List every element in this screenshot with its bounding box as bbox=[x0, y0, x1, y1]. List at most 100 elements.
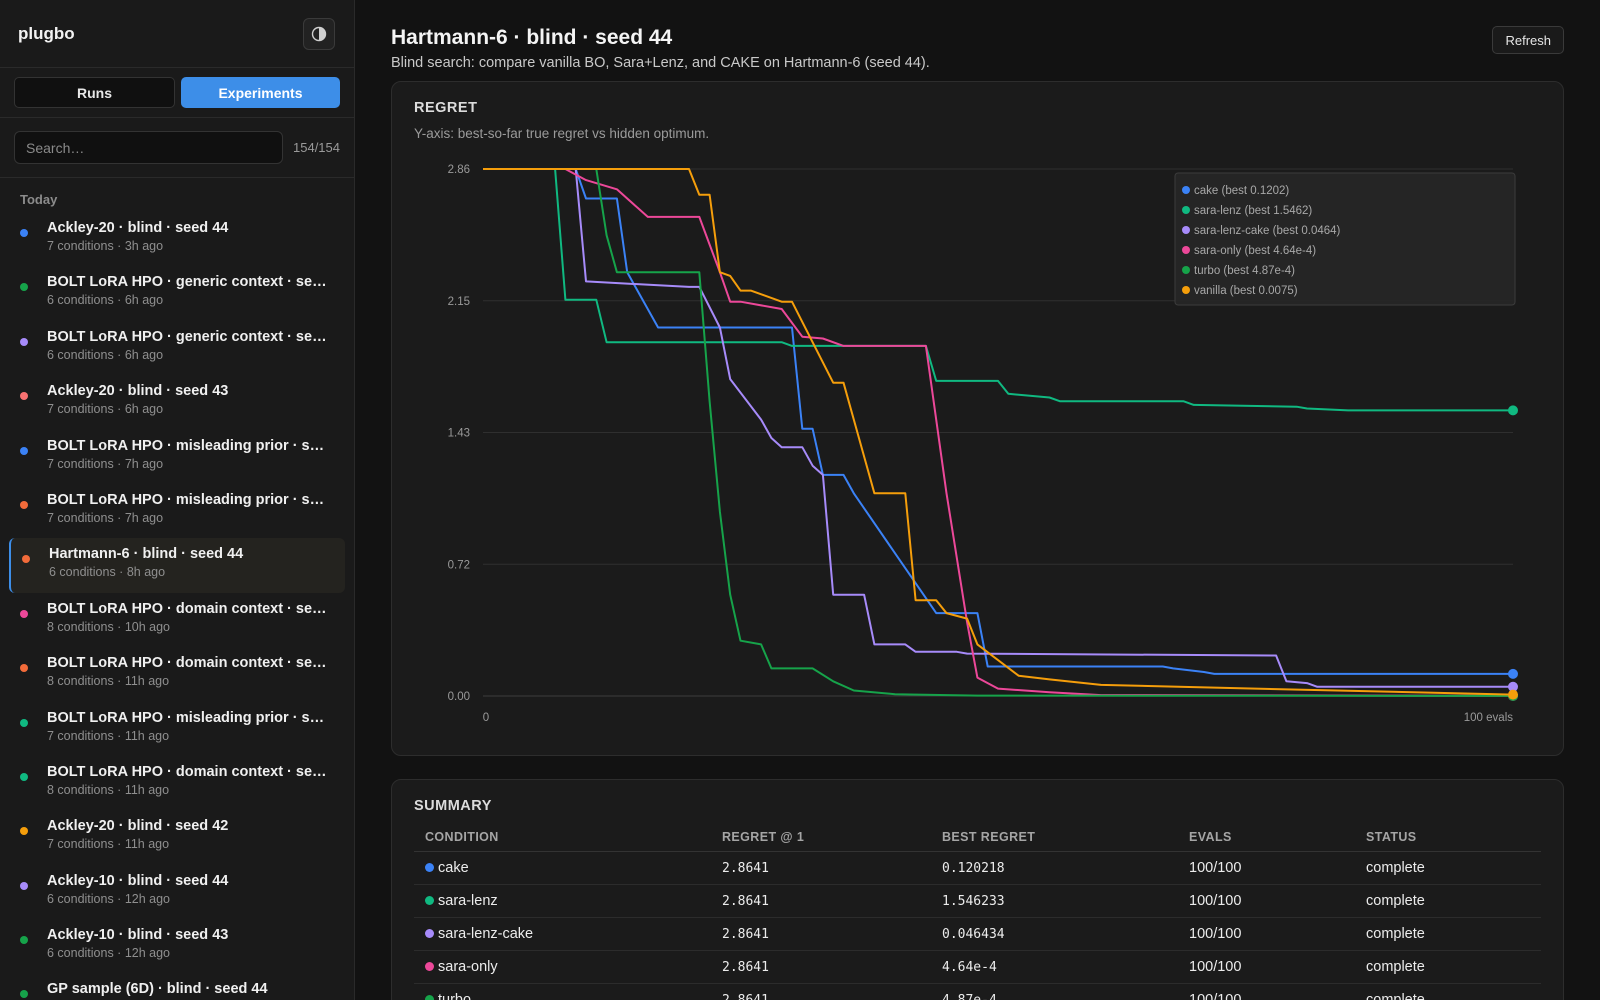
series-end-point bbox=[1508, 405, 1518, 416]
experiment-item[interactable]: Ackley-20 · blind · seed 43 7 conditions … bbox=[9, 375, 345, 429]
experiment-item[interactable]: BOLT LoRA HPO · misleading prior · seed … bbox=[9, 702, 345, 756]
summary-header-row: CONDITION REGRET @ 1 BEST REGRET EVALS S… bbox=[414, 830, 1541, 852]
experiment-list: Ackley-20 · blind · seed 44 7 conditions … bbox=[0, 212, 354, 1000]
condition-cell: sara-lenz bbox=[414, 884, 711, 918]
y-tick-label: 0.00 bbox=[448, 691, 470, 703]
experiment-title: BOLT LoRA HPO · domain context · seed ..… bbox=[47, 600, 331, 617]
legend-label: turbo (best 4.87e-4) bbox=[1194, 265, 1295, 277]
refresh-button[interactable]: Refresh bbox=[1492, 26, 1564, 54]
page-subtitle: Blind search: compare vanilla BO, Sara+L… bbox=[391, 55, 930, 71]
legend-label: cake (best 0.1202) bbox=[1194, 185, 1289, 197]
experiment-meta: 7 conditions · 7h ago bbox=[47, 456, 164, 471]
status-dot bbox=[20, 881, 28, 890]
status-cell: complete bbox=[1355, 917, 1541, 951]
y-tick-label: 2.15 bbox=[448, 296, 470, 308]
condition-name: sara-lenz bbox=[438, 893, 498, 909]
experiment-item[interactable]: BOLT LoRA HPO · domain context · seed ..… bbox=[9, 647, 345, 701]
experiment-title: Ackley-20 · blind · seed 43 bbox=[47, 383, 229, 400]
experiment-meta: 8 conditions · 10h ago bbox=[47, 619, 171, 634]
condition-cell: cake bbox=[414, 851, 711, 885]
experiment-item[interactable]: Ackley-20 · blind · seed 42 7 conditions … bbox=[9, 810, 345, 864]
series-line bbox=[483, 168, 1514, 696]
status-dot bbox=[22, 555, 30, 564]
series-line bbox=[483, 168, 1513, 688]
page-title: Hartmann-6 · blind · seed 44 bbox=[391, 26, 673, 49]
experiment-item[interactable]: BOLT LoRA HPO · generic context · seed .… bbox=[9, 266, 345, 320]
experiment-title: Ackley-10 · blind · seed 43 bbox=[47, 927, 229, 944]
tab-experiments[interactable]: Experiments bbox=[181, 77, 340, 108]
regret-at-1-cell: 2.8641 bbox=[711, 851, 931, 885]
experiment-title: BOLT LoRA HPO · generic context · seed .… bbox=[47, 328, 331, 345]
status-dot bbox=[20, 609, 28, 618]
legend-swatch bbox=[1182, 226, 1190, 234]
regret-at-1-cell: 2.8641 bbox=[711, 950, 931, 984]
y-tick-label: 2.86 bbox=[448, 164, 470, 176]
tab-runs[interactable]: Runs bbox=[14, 77, 175, 108]
condition-name: sara-lenz-cake bbox=[438, 926, 534, 942]
experiment-title: BOLT LoRA HPO · generic context · seed .… bbox=[47, 274, 331, 291]
experiment-item[interactable]: Ackley-10 · blind · seed 43 6 conditions … bbox=[9, 919, 345, 973]
search-row: 154/154 bbox=[0, 118, 354, 178]
experiment-item[interactable]: Ackley-20 · blind · seed 44 7 conditions … bbox=[9, 212, 345, 266]
series-line bbox=[483, 168, 1513, 675]
evals-cell: 100/100 bbox=[1178, 851, 1355, 885]
experiment-meta: 7 conditions · 6h ago bbox=[47, 402, 164, 417]
table-row[interactable]: sara-lenz-cake 2.8641 0.046434 100/100 compl… bbox=[414, 917, 1541, 951]
experiment-title: Ackley-20 · blind · seed 44 bbox=[47, 220, 229, 236]
experiment-item[interactable]: BOLT LoRA HPO · misleading prior · seed … bbox=[9, 430, 345, 484]
experiment-item[interactable]: GP sample (6D) · blind · seed 44 bbox=[9, 973, 345, 1000]
table-row[interactable]: cake 2.8641 0.120218 100/100 complete bbox=[414, 851, 1541, 885]
search-input[interactable] bbox=[14, 131, 283, 164]
condition-color-dot bbox=[425, 863, 434, 872]
chart-subtitle: Y-axis: best-so-far true regret vs hidde… bbox=[414, 126, 710, 141]
experiment-item[interactable]: BOLT LoRA HPO · generic context · seed .… bbox=[9, 321, 345, 375]
table-row[interactable]: sara-lenz 2.8641 1.546233 100/100 complete bbox=[414, 884, 1541, 918]
table-row[interactable]: sara-only 2.8641 4.64e-4 100/100 complete bbox=[414, 950, 1541, 984]
legend-swatch bbox=[1182, 246, 1190, 254]
legend-swatch bbox=[1182, 186, 1190, 194]
condition-name: turbo bbox=[438, 992, 472, 1000]
experiment-meta: 6 conditions · 6h ago bbox=[47, 347, 164, 362]
contrast-icon bbox=[311, 26, 327, 41]
evals-cell: 100/100 bbox=[1178, 917, 1355, 951]
chart-title: REGRET bbox=[414, 100, 478, 116]
experiment-item[interactable]: Ackley-10 · blind · seed 44 6 conditions … bbox=[9, 865, 345, 919]
experiment-title: Hartmann-6 · blind · seed 44 bbox=[49, 546, 244, 563]
condition-cell: turbo bbox=[414, 983, 711, 1000]
series-line bbox=[483, 168, 1513, 412]
status-dot bbox=[20, 827, 28, 836]
regret-at-1-cell: 2.8641 bbox=[711, 884, 931, 918]
series-line bbox=[483, 168, 1514, 697]
experiment-item[interactable]: BOLT LoRA HPO · misleading prior · seed … bbox=[9, 484, 345, 538]
condition-color-dot bbox=[425, 962, 434, 971]
col-status: STATUS bbox=[1355, 830, 1541, 852]
col-best-regret: BEST REGRET bbox=[931, 830, 1178, 852]
brand-row: plugbo bbox=[0, 0, 354, 68]
condition-color-dot bbox=[425, 896, 434, 905]
status-cell: complete bbox=[1355, 884, 1541, 918]
best-regret-cell: 4.87e-4 bbox=[931, 983, 1178, 1000]
status-dot bbox=[20, 392, 28, 401]
experiment-title: BOLT LoRA HPO · misleading prior · seed … bbox=[47, 437, 331, 454]
legend-label: sara-only (best 4.64e-4) bbox=[1194, 245, 1316, 257]
status-dot bbox=[20, 664, 28, 673]
experiment-item[interactable]: Hartmann-6 · blind · seed 44 6 conditions… bbox=[9, 538, 345, 593]
status-dot bbox=[20, 446, 28, 455]
legend-label: sara-lenz (best 1.5462) bbox=[1194, 205, 1312, 217]
theme-toggle-button[interactable] bbox=[303, 17, 335, 50]
experiment-meta: 6 conditions · 8h ago bbox=[49, 565, 166, 580]
experiment-item[interactable]: BOLT LoRA HPO · domain context · seed ..… bbox=[9, 756, 345, 810]
condition-name: sara-only bbox=[438, 959, 498, 975]
summary-card: SUMMARY CONDITION REGRET @ 1 BEST REGRET… bbox=[391, 779, 1564, 1000]
evals-cell: 100/100 bbox=[1178, 983, 1355, 1000]
evals-cell: 100/100 bbox=[1178, 884, 1355, 918]
table-row[interactable]: turbo 2.8641 4.87e-4 100/100 complete bbox=[414, 983, 1541, 1000]
best-regret-cell: 1.546233 bbox=[931, 884, 1178, 918]
experiment-item[interactable]: BOLT LoRA HPO · domain context · seed ..… bbox=[9, 593, 345, 647]
experiment-title: Ackley-10 · blind · seed 44 bbox=[47, 872, 229, 889]
experiment-title: BOLT LoRA HPO · domain context · seed ..… bbox=[47, 763, 331, 780]
y-tick-label: 0.72 bbox=[448, 559, 470, 571]
experiment-meta: 7 conditions · 3h ago bbox=[47, 239, 164, 253]
summary-table: CONDITION REGRET @ 1 BEST REGRET EVALS S… bbox=[414, 830, 1541, 1000]
evals-cell: 100/100 bbox=[1178, 950, 1355, 984]
